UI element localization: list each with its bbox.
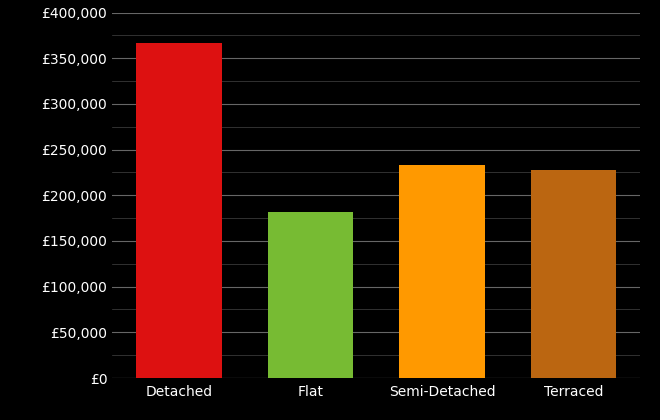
Bar	[136, 43, 222, 378]
Bar	[399, 165, 484, 378]
Bar	[531, 170, 616, 378]
Bar	[268, 212, 353, 378]
